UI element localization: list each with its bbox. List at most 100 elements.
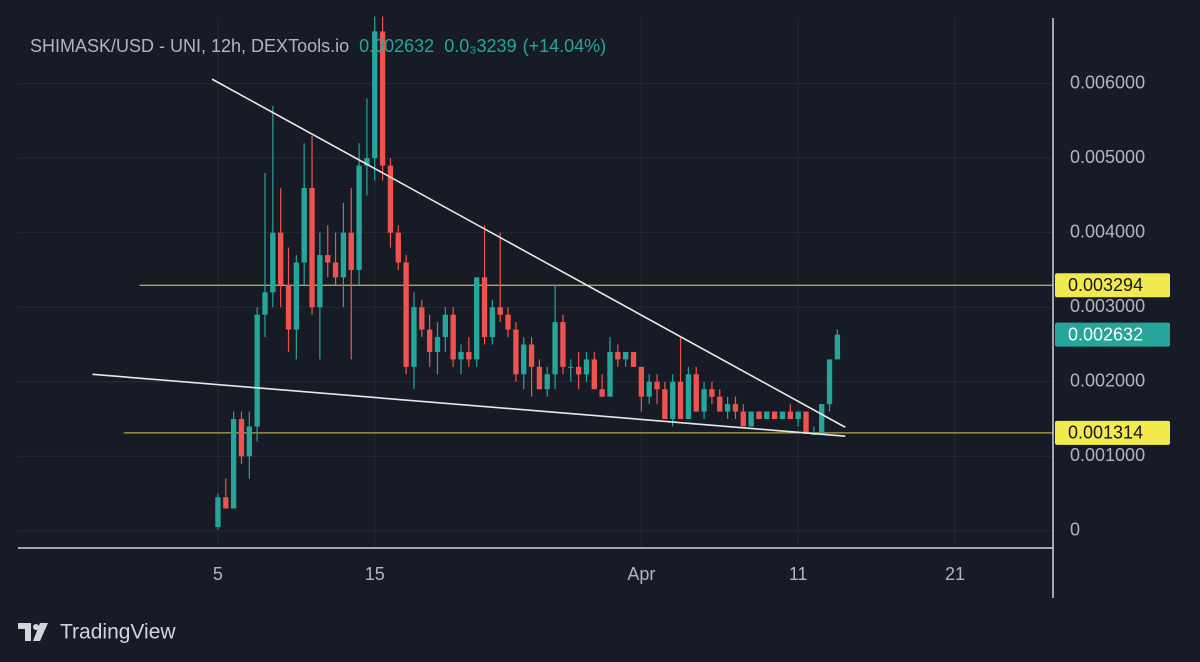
candle-body: [489, 307, 496, 338]
candle-body: [575, 366, 582, 375]
logo-mark: [18, 623, 31, 641]
candle-body: [223, 497, 229, 509]
candle-body: [599, 389, 605, 397]
candle-body: [701, 389, 707, 412]
candle-body: [662, 389, 668, 420]
candle-body: [270, 232, 276, 293]
x-tick-label: 15: [365, 564, 385, 584]
y-tick-label: 0: [1070, 520, 1080, 540]
candle-body: [481, 277, 488, 338]
candle-body: [325, 255, 331, 263]
candle-body: [638, 366, 645, 397]
candle-body: [403, 262, 409, 367]
candle-body: [419, 307, 425, 330]
candle-body: [552, 322, 558, 375]
candle-body: [685, 374, 692, 420]
candle-body: [434, 337, 441, 352]
candle-body: [230, 419, 237, 509]
brand-text: TradingView: [60, 621, 176, 644]
y-tick-label: 0.001000: [1070, 445, 1145, 465]
candle-body: [513, 329, 519, 375]
candle-body: [623, 351, 629, 360]
candle-body: [411, 307, 417, 367]
candle-body: [395, 232, 401, 263]
x-tick-label: 11: [789, 564, 808, 584]
candle-body: [568, 366, 574, 368]
logo-dot: [33, 624, 39, 630]
candle-body: [278, 232, 284, 285]
candle-body: [740, 411, 746, 427]
y-tick-label: 0.006000: [1070, 72, 1145, 92]
candle-body: [254, 314, 260, 427]
candle-body: [717, 396, 723, 412]
candle-body: [771, 411, 778, 420]
y-tick-label: 0.004000: [1070, 221, 1145, 241]
candle-body: [756, 411, 762, 420]
chart-title: SHIMASK/USD - UNI, 12h, DEXTools.io: [30, 36, 349, 56]
candle-body: [536, 366, 543, 390]
level-label: 0.001314: [1068, 423, 1143, 443]
candle-body: [238, 419, 245, 457]
candle-body: [442, 314, 448, 338]
candle-body: [528, 344, 535, 367]
y-tick-label: 0.003000: [1070, 296, 1145, 316]
candle-body: [811, 433, 817, 435]
candle-body: [795, 411, 801, 420]
candle-body: [458, 351, 464, 360]
candle-body: [607, 351, 613, 397]
candle-body: [332, 262, 339, 278]
y-tick-label: 0.005000: [1070, 147, 1145, 167]
candle-body: [630, 351, 637, 367]
change: 0.0₃3239: [444, 36, 516, 56]
candle-body: [285, 284, 292, 330]
candle-body: [591, 359, 597, 390]
last-price: 0.002632: [359, 36, 434, 56]
candle-body: [348, 232, 354, 270]
candle-body: [356, 165, 362, 270]
candle-body: [615, 351, 621, 360]
level-label-box: [1055, 273, 1170, 298]
candle-body: [293, 262, 300, 330]
brand-logo: [18, 623, 48, 641]
candle-body: [803, 411, 809, 434]
candle-body: [724, 404, 731, 412]
candle-body: [583, 359, 590, 375]
candle-body: [654, 381, 660, 390]
candle-body: [379, 31, 386, 166]
change-pct: (+14.04%): [523, 36, 607, 56]
last-price-label-box: [1055, 322, 1170, 347]
candle-body: [646, 381, 652, 397]
candle-body: [340, 232, 347, 278]
candle-body: [560, 322, 566, 367]
candle-body: [779, 411, 786, 420]
candle-body: [301, 187, 307, 263]
level-label-box: [1055, 420, 1170, 445]
y-tick-label: 0.002000: [1070, 371, 1145, 391]
candle-body: [764, 411, 770, 420]
candle-body: [364, 158, 370, 166]
candle-body: [466, 351, 472, 360]
candle-body: [426, 329, 433, 352]
candle-body: [748, 411, 754, 427]
candle-body: [505, 314, 511, 330]
logo-slash: [33, 623, 48, 641]
trendline: [92, 373, 846, 437]
candle-body: [709, 389, 715, 397]
header: SHIMASK/USD - UNI, 12h, DEXTools.io 0.002…: [30, 36, 606, 56]
candle-body: [215, 497, 221, 528]
candle-body: [309, 187, 315, 308]
candle-body: [474, 277, 480, 360]
candle-body: [677, 381, 684, 420]
candle-body: [372, 31, 378, 159]
last-price-label: 0.002632: [1068, 324, 1143, 344]
x-tick-label: 21: [945, 564, 965, 584]
candle-body: [670, 381, 676, 420]
candle-body: [317, 255, 323, 308]
candle-body: [246, 426, 252, 457]
candle-body: [732, 404, 739, 412]
level-label: 0.003294: [1068, 275, 1143, 295]
candle-body: [826, 359, 833, 405]
trendline: [211, 78, 846, 428]
